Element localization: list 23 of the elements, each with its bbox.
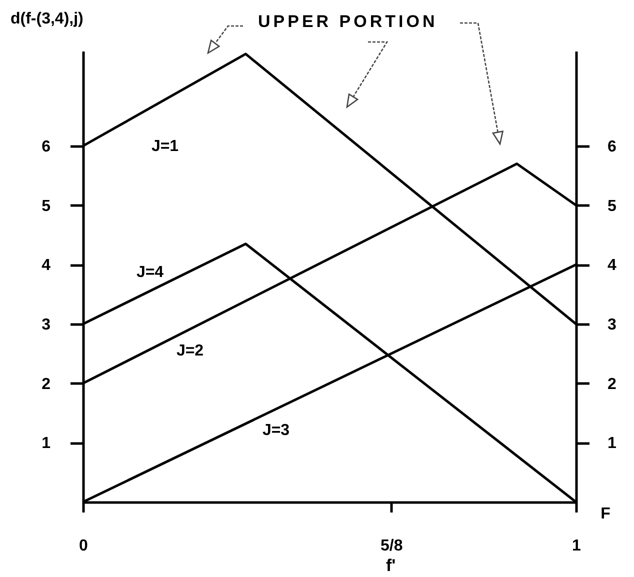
y-tick-label: 2 bbox=[42, 376, 51, 393]
y2-tick-label: 2 bbox=[608, 376, 616, 393]
y2-tick-label: 6 bbox=[608, 138, 616, 156]
y-tick-label: 4 bbox=[42, 257, 51, 274]
text: f' bbox=[386, 556, 396, 576]
text: UPPER PORTION bbox=[258, 12, 438, 32]
y-tick-label: 3 bbox=[42, 316, 51, 334]
series-label: J=1 bbox=[151, 138, 179, 155]
x-tick-label: 1 bbox=[572, 538, 582, 554]
y2-tick-label: 4 bbox=[608, 257, 616, 274]
y2-tick-label: 5 bbox=[608, 198, 616, 215]
y-tick-label: 6 bbox=[42, 138, 51, 156]
x-axis-title: F bbox=[600, 506, 611, 522]
series-label: J=4 bbox=[136, 264, 164, 281]
y-tick-label: 5 bbox=[42, 198, 51, 215]
y2-tick-label: 1 bbox=[608, 435, 616, 452]
x-tick-label: 5/8 bbox=[380, 538, 403, 554]
y-axis-title: d(f-(3,4),j) bbox=[10, 10, 84, 28]
y2-tick-label: 3 bbox=[608, 316, 616, 334]
series-label: J=3 bbox=[262, 422, 290, 439]
y-tick-label: 1 bbox=[42, 435, 51, 452]
x-tick-label: 0 bbox=[79, 538, 88, 554]
series-label: J=2 bbox=[176, 342, 204, 360]
